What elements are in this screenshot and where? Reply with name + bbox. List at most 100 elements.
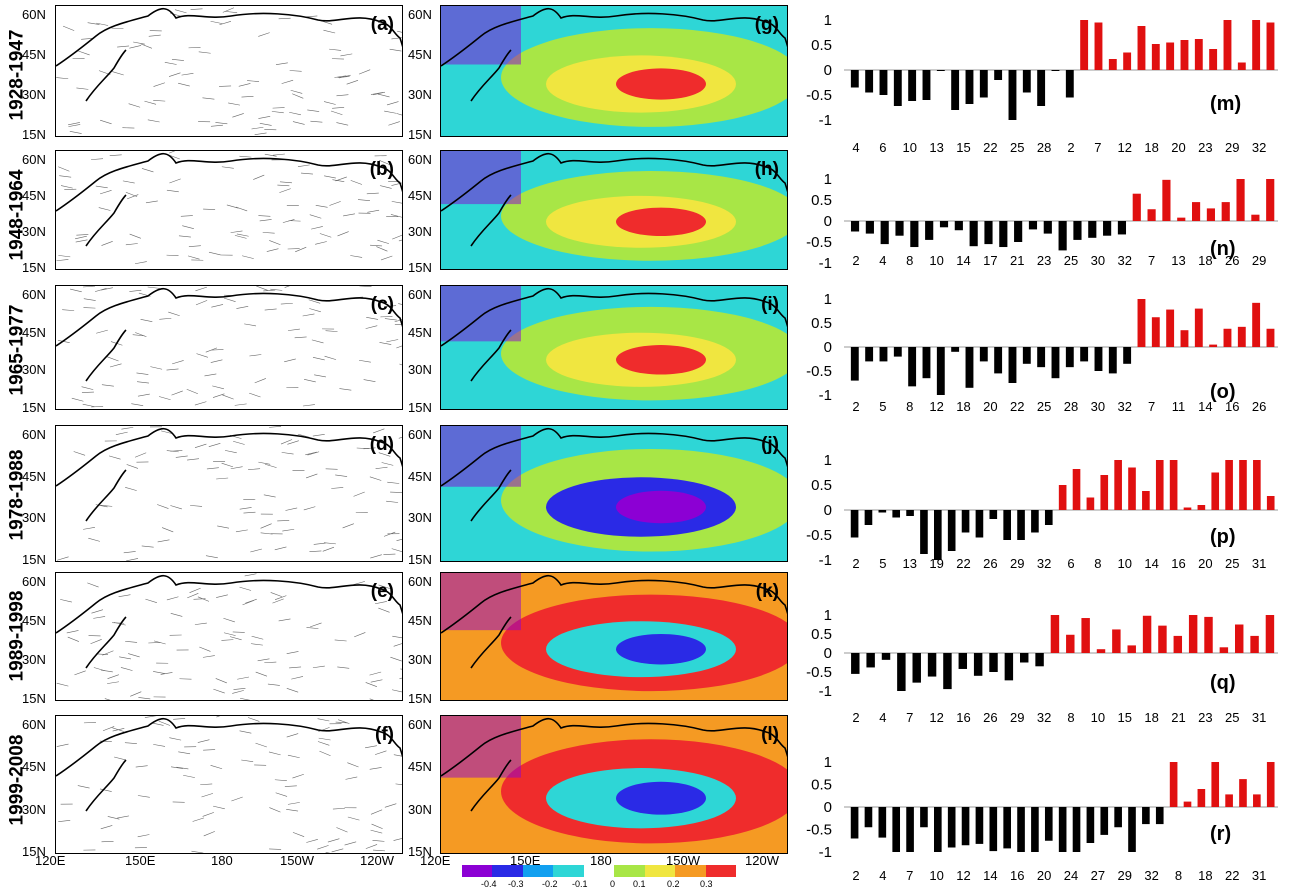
- bar: [1045, 807, 1053, 841]
- bar: [1045, 510, 1053, 525]
- panel-label: (e): [371, 581, 394, 603]
- x-tick: 20: [983, 399, 997, 414]
- panel-label: (n): [1210, 238, 1236, 260]
- bar: [1267, 23, 1275, 71]
- bar: [1014, 221, 1022, 242]
- bar: [1220, 647, 1228, 653]
- lat-tick: 45N: [408, 325, 432, 340]
- x-tick: 14: [1144, 556, 1158, 571]
- bar: [882, 653, 890, 660]
- bar: [1166, 43, 1174, 71]
- bar: [1192, 202, 1200, 221]
- bar: [1177, 218, 1185, 221]
- bar: [865, 347, 873, 361]
- colorbar-tick: 0: [610, 879, 615, 889]
- bar: [1123, 347, 1131, 364]
- bar: [892, 807, 900, 852]
- bar: [1195, 39, 1203, 70]
- bar: [1252, 20, 1260, 70]
- bar: [1209, 345, 1217, 347]
- x-tick: 17: [983, 253, 997, 268]
- bar: [999, 221, 1007, 247]
- x-tick: 6: [1067, 556, 1074, 571]
- x-tick: 29: [1225, 140, 1239, 155]
- bar: [962, 807, 970, 845]
- wind-map-panel: (c): [55, 285, 403, 410]
- bar: [1195, 309, 1203, 347]
- bar: [1211, 762, 1219, 807]
- bar: [1109, 59, 1117, 70]
- x-tick: 19: [929, 556, 943, 571]
- bar: [980, 347, 988, 361]
- bar: [1095, 23, 1103, 71]
- y-tick: -1: [819, 255, 832, 272]
- bar: [1162, 180, 1170, 221]
- bar: [1073, 469, 1081, 510]
- bar: [1035, 653, 1043, 666]
- bar: [1152, 44, 1160, 70]
- wind-map-panel: (b): [55, 150, 403, 270]
- panel-label: (m): [1210, 93, 1241, 115]
- bar: [1023, 70, 1031, 93]
- period-label: 1978-1988: [4, 425, 30, 565]
- y-tick: 1: [824, 607, 832, 624]
- bar: [1123, 53, 1131, 71]
- bar: [1267, 329, 1275, 347]
- bar: [894, 70, 902, 106]
- x-tick: 31: [1252, 710, 1266, 725]
- bar: [976, 807, 984, 844]
- colorbar-tick: -0.3: [508, 879, 524, 889]
- x-tick: 30: [1091, 253, 1105, 268]
- correlation-map-panel: (h): [440, 150, 788, 270]
- x-tick: 24: [1064, 868, 1078, 883]
- wind-map-panel: (e): [55, 572, 403, 701]
- lat-tick: 45N: [408, 759, 432, 774]
- lat-tick: 45N: [408, 188, 432, 203]
- x-tick: 7: [1094, 140, 1101, 155]
- bar: [1239, 779, 1247, 807]
- bar: [908, 347, 916, 386]
- x-tick: 32: [1037, 556, 1051, 571]
- lat-tick: 45N: [22, 613, 46, 628]
- x-tick: 20: [1171, 140, 1185, 155]
- panel-label: (k): [756, 581, 779, 603]
- x-tick: 23: [1198, 140, 1212, 155]
- x-tick: 29: [1118, 868, 1132, 883]
- lat-tick: 15N: [408, 400, 432, 415]
- bar: [865, 807, 873, 827]
- lat-tick: 15N: [22, 691, 46, 706]
- x-tick: 23: [1037, 253, 1051, 268]
- x-tick: 22: [1225, 868, 1239, 883]
- y-tick: -1: [819, 552, 832, 569]
- lat-tick: 60N: [22, 574, 46, 589]
- y-tick: -1: [819, 844, 832, 861]
- colorbar-tick: -0.2: [542, 879, 558, 889]
- bar: [1222, 202, 1230, 221]
- x-tick: 30: [1091, 399, 1105, 414]
- bar: [923, 70, 931, 100]
- bar: [1066, 635, 1074, 653]
- bar: [1181, 40, 1189, 70]
- y-tick: -1: [819, 112, 832, 129]
- colorbar-swatch: [462, 865, 492, 877]
- lon-tick: 150E: [125, 853, 155, 868]
- x-tick: 2: [852, 556, 859, 571]
- lat-tick: 60N: [408, 152, 432, 167]
- lat-tick: 45N: [22, 47, 46, 62]
- colorbar-tick: 0.2: [667, 879, 680, 889]
- x-tick: 4: [879, 710, 886, 725]
- bar: [880, 347, 888, 361]
- x-tick: 7: [906, 868, 913, 883]
- lat-tick: 60N: [408, 287, 432, 302]
- y-tick: -1: [819, 683, 832, 700]
- panel-label: (a): [371, 14, 394, 36]
- x-tick: 8: [1067, 710, 1074, 725]
- bar: [1236, 179, 1244, 221]
- bar: [1253, 460, 1261, 510]
- bar: [1138, 299, 1146, 347]
- lat-tick: 15N: [408, 127, 432, 142]
- y-tick: 0.5: [811, 192, 832, 209]
- bar: [1081, 618, 1089, 653]
- bar: [1059, 221, 1067, 250]
